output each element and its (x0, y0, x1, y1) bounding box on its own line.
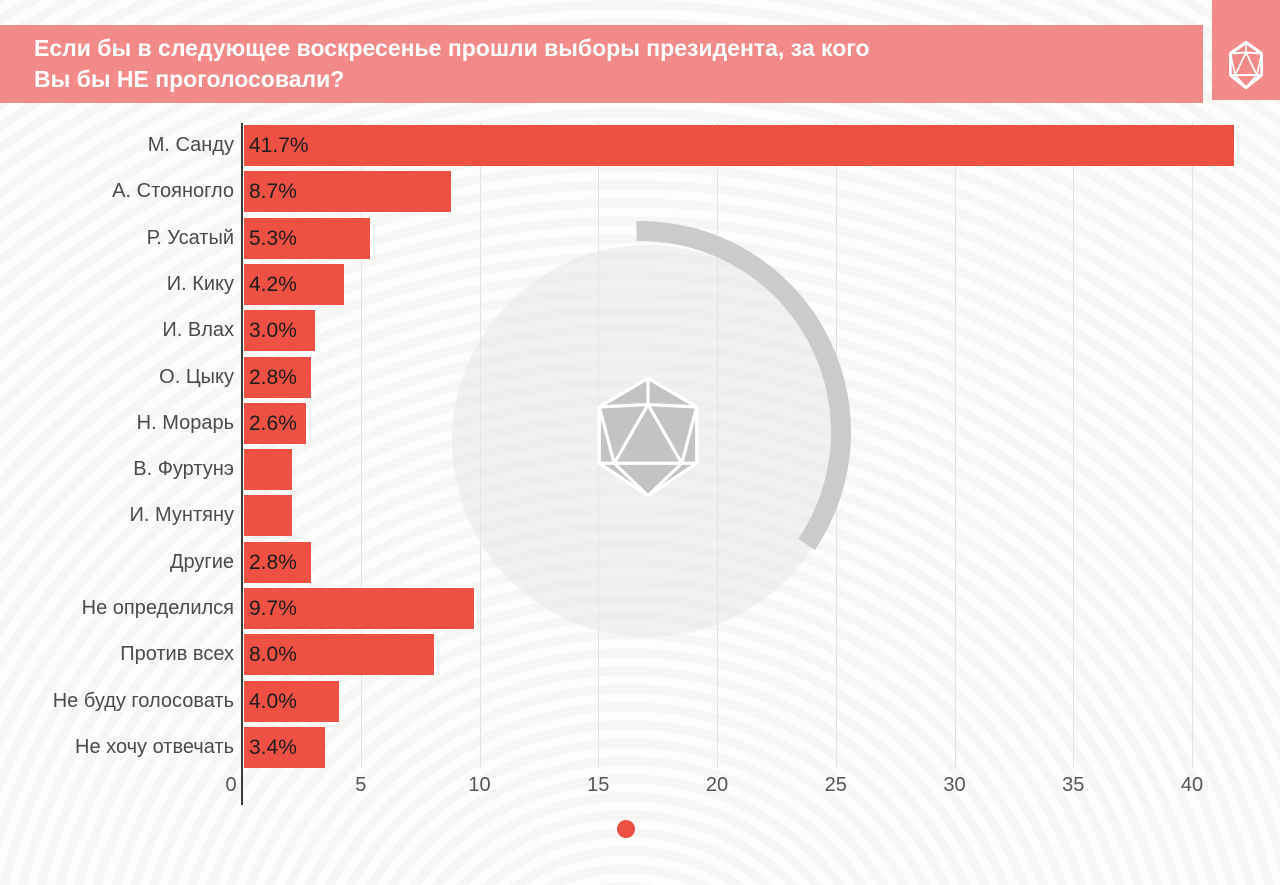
bar-row: О. Цыку 2.8% (0, 356, 1280, 403)
bar-row: Другие 2.8% (0, 541, 1280, 588)
logo-badge (1212, 0, 1280, 100)
bar-row: Р. Усатый 5.3% (0, 217, 1280, 264)
x-tick-label: 15 (587, 774, 610, 796)
bar-value-label: 4.0% (249, 689, 297, 713)
bar: 2.6% (244, 402, 306, 444)
category-label: И. Влах (162, 319, 234, 342)
x-tick-label: 40 (1180, 774, 1204, 796)
page-title-line2: Вы бы НЕ проголосовали? (34, 66, 345, 92)
bar-row: Не хочу отвечать 3.4% (0, 726, 1280, 773)
bar-value-label: 4.2% (249, 272, 297, 296)
bar-value-label: 5.3% (249, 226, 297, 250)
bar-row: А. Стояногло 8.7% (0, 171, 1280, 217)
bar-value-label: 41.7% (249, 134, 309, 157)
bar-row: В. Фуртунэ (0, 449, 1280, 495)
category-label: А. Стояногло (112, 180, 234, 203)
bar-row: И. Влах 3.0% (0, 310, 1280, 356)
bar: 8.7% (244, 171, 451, 213)
bar: 2.8% (244, 541, 311, 583)
bar: 8.0% (244, 634, 434, 676)
bar-row: Не определился 9.7% (0, 588, 1280, 634)
bar-row: Н. Морарь 2.6% (0, 402, 1280, 449)
header-bar: Если бы в следующее воскресенье прошли в… (0, 25, 1203, 103)
gridline (954, 122, 956, 768)
bar-value-label: 2.8% (249, 365, 297, 389)
category-label: Другие (169, 550, 234, 573)
bar-value-label: 3.4% (249, 735, 297, 759)
bar: 3.4% (244, 726, 325, 768)
bar-row: И. Кику 4.2% (0, 263, 1280, 310)
category-label: Не буду голосовать (52, 689, 234, 712)
x-tick-label: 30 (943, 774, 966, 796)
category-label: Р. Усатый (146, 226, 234, 249)
bar: 41.7% (244, 125, 1235, 166)
bar: 3.0% (244, 310, 316, 352)
gridline (360, 122, 362, 768)
category-label: Против всех (120, 643, 234, 666)
x-tick-label: 0 (225, 774, 237, 796)
bar-value-label: 9.7% (249, 597, 297, 620)
icosahedron-icon (1229, 41, 1263, 89)
bar-value-label: 2.8% (249, 550, 297, 574)
bar-row: М. Санду 41.7% (0, 125, 1280, 171)
bar-row: Против всех 8.0% (0, 634, 1280, 680)
category-label: И. Кику (166, 272, 234, 295)
x-tick-label: 5 (355, 774, 367, 796)
bar (244, 449, 292, 491)
x-tick-label: 10 (468, 774, 491, 796)
category-label: И. Мунтяну (129, 504, 234, 527)
x-tick-label: 20 (705, 774, 729, 796)
x-tick-label: 25 (824, 774, 847, 796)
category-label: Не хочу отвечать (75, 735, 234, 758)
y-axis-line (241, 123, 243, 805)
bar: 9.7% (244, 588, 475, 629)
category-label: О. Цыку (159, 365, 234, 388)
category-label: Не определился (81, 597, 234, 619)
gridline (1192, 122, 1193, 768)
bar: 2.8% (244, 356, 311, 398)
bar-value-label: 8.0% (249, 643, 297, 667)
category-label: М. Санду (147, 134, 234, 156)
bar-row: Не буду голосовать 4.0% (0, 680, 1280, 727)
gridline (1073, 122, 1075, 768)
category-label: Н. Морарь (136, 411, 234, 434)
bar-value-label: 3.0% (249, 319, 297, 343)
bar-value-label: 2.6% (249, 411, 297, 435)
bar-value-label: 8.7% (249, 180, 297, 204)
x-tick-label: 35 (1062, 774, 1085, 796)
pagination-dot[interactable] (617, 820, 635, 838)
bar: 5.3% (244, 217, 370, 259)
category-label: В. Фуртунэ (133, 458, 234, 481)
bar (244, 495, 292, 537)
bar: 4.2% (244, 263, 344, 305)
bar: 4.0% (244, 680, 339, 722)
page-title-line1: Если бы в следующее воскресенье прошли в… (34, 35, 870, 61)
bar-row: И. Мунтяну (0, 495, 1280, 541)
